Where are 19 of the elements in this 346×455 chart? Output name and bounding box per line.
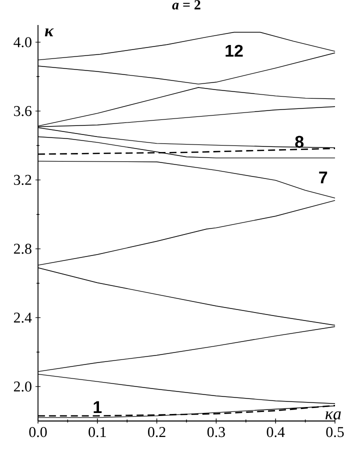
x-tick-label: 0.2 [148,427,166,438]
y-tick-label: 2.8 [14,244,32,254]
y-axis-title: κ [44,28,54,36]
x-tick-label: 0.0 [29,427,47,438]
y-tick-label: 4.0 [14,37,32,48]
y-tick-label: 2.4 [14,312,32,323]
y-tick-label: 3.2 [14,174,32,186]
x-tick-label: 0.1 [88,427,106,438]
annotation: 1 [94,401,102,413]
annotation: 7 [319,172,328,184]
annotation: 8 [295,136,304,148]
y-tick-label: 3.6 [14,106,32,116]
x-axis-title: κa [326,411,341,420]
x-tick-label: 0.4 [266,427,285,438]
annotation: 12 [226,44,243,57]
chart-title: a = 2 [172,0,200,10]
x-tick-label: 0.3 [207,427,225,438]
y-tick-label: 2.0 [14,381,32,392]
x-tick-label: 0.5 [326,427,344,438]
